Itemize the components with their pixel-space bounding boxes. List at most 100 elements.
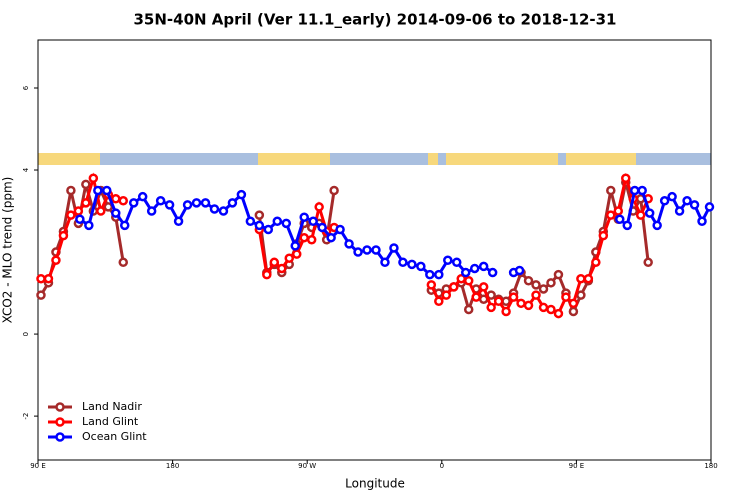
data-point (263, 224, 274, 235)
data-point (398, 257, 408, 268)
data-point (635, 210, 646, 220)
y-tick-label: 6 (22, 85, 30, 90)
data-point (659, 196, 670, 206)
data-point (501, 306, 511, 317)
data-point (531, 280, 541, 290)
data-point (93, 185, 103, 196)
data-point (209, 204, 220, 214)
data-point (119, 220, 130, 231)
data-point (697, 216, 707, 227)
data-point (102, 185, 112, 196)
data-point (146, 206, 157, 216)
data-point (272, 216, 283, 227)
data-point (182, 200, 193, 210)
data-point (317, 222, 327, 233)
land-band (38, 153, 100, 165)
y-axis-label: XCO2 - MLO trend (ppm) (1, 177, 15, 324)
data-point (407, 259, 417, 270)
x-tick-label: 90 E (30, 462, 46, 470)
data-point (81, 198, 91, 208)
data-point (118, 196, 128, 206)
data-point (58, 230, 69, 241)
data-point (200, 198, 211, 208)
data-point (629, 185, 640, 196)
data-point (576, 290, 586, 300)
data-point (137, 191, 148, 202)
data-point (73, 206, 84, 216)
x-tick-label: 180 (166, 462, 179, 470)
data-point (538, 284, 549, 294)
data-point (606, 210, 616, 220)
data-point (371, 245, 381, 255)
y-tick-label: -2 (22, 413, 30, 420)
data-point (643, 257, 653, 268)
data-point (329, 185, 339, 196)
legend-label: Land Nadir (82, 400, 142, 413)
data-point (353, 247, 363, 257)
data-point (335, 224, 345, 235)
data-point (344, 239, 354, 249)
x-tick-label: 180 (704, 462, 717, 470)
data-point (478, 261, 489, 272)
x-tick-label: 0 (440, 462, 444, 470)
data-point (254, 210, 265, 220)
data-point (36, 273, 46, 284)
data-point (128, 198, 139, 208)
data-point (553, 269, 564, 280)
data-point (449, 282, 459, 292)
data-point (236, 189, 247, 200)
data-point (269, 257, 280, 268)
data-point (245, 216, 256, 227)
data-point (667, 191, 677, 202)
data-point (546, 304, 556, 315)
data-point (164, 200, 175, 210)
land-band (566, 153, 636, 165)
data-point (66, 210, 76, 220)
data-point (615, 214, 625, 224)
legend-marker (55, 402, 65, 412)
data-point (284, 253, 295, 263)
data-point (291, 249, 302, 259)
data-point (434, 269, 444, 280)
data-point (689, 200, 700, 210)
data-point (88, 173, 99, 183)
data-point (308, 216, 318, 227)
data-point (553, 308, 564, 319)
data-point (36, 290, 46, 300)
data-point (682, 196, 692, 206)
data-point (173, 216, 184, 227)
data-point (84, 220, 94, 231)
legend-marker (55, 432, 65, 442)
data-point (254, 220, 265, 231)
data-point (118, 257, 128, 268)
plot-frame (37, 39, 712, 461)
data-point (299, 212, 309, 222)
data-point (486, 302, 496, 313)
data-point (227, 198, 238, 208)
data-point (637, 185, 647, 196)
data-point (523, 276, 534, 286)
data-point (591, 257, 601, 268)
data-point (704, 202, 715, 212)
chart-title: 35N-40N April (Ver 11.1_early) 2014-09-0… (133, 11, 616, 29)
data-point (314, 202, 324, 212)
data-point (460, 267, 471, 278)
data-point (426, 280, 437, 290)
data-point (111, 193, 121, 204)
data-point (75, 214, 85, 224)
data-point (478, 282, 489, 292)
data-point (546, 278, 556, 288)
data-point (425, 269, 435, 280)
data-point (583, 273, 594, 284)
data-point (299, 232, 309, 243)
legend-label: Land Glint (82, 415, 139, 428)
data-point (43, 273, 54, 284)
data-point (652, 220, 662, 231)
data-point (516, 298, 526, 309)
data-point (443, 255, 453, 266)
data-point (621, 173, 631, 183)
data-point (96, 206, 106, 216)
data-point (277, 263, 287, 274)
